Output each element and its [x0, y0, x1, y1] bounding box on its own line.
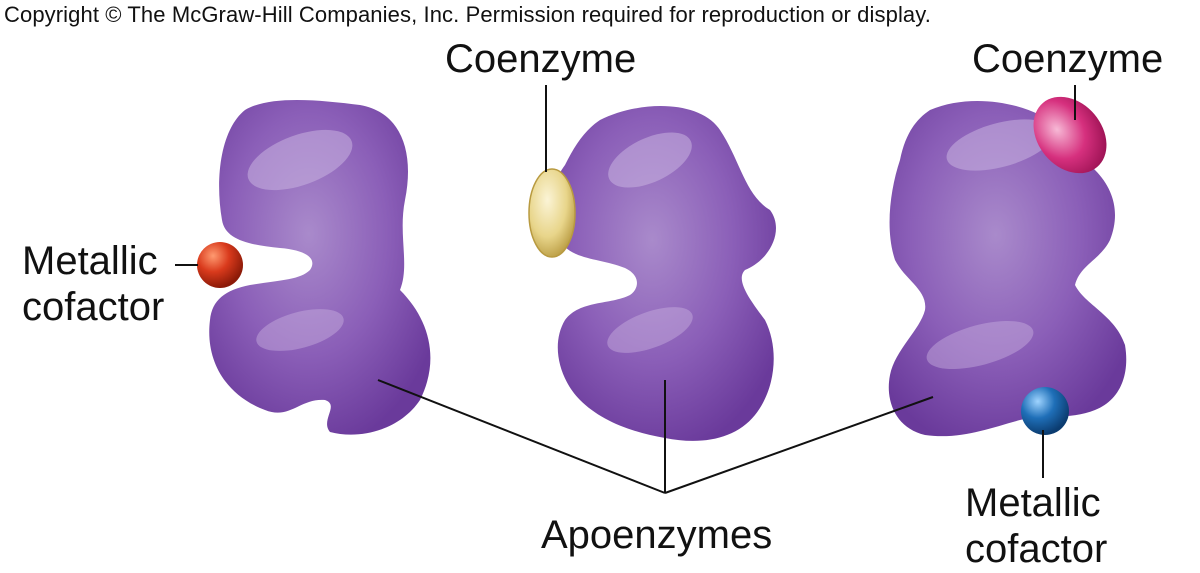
apoenzyme-middle — [550, 106, 776, 441]
label-coenzyme-right-text: Coenzyme — [972, 37, 1164, 81]
leader-apo-left — [377, 379, 666, 494]
metallic-cofactor-red — [197, 242, 243, 288]
leader-lines — [175, 85, 1076, 494]
label-metallic-left-line1: Metallic — [22, 239, 158, 283]
label-metallic-cofactor-right: Metallic cofactor — [965, 480, 1107, 572]
label-metallic-right-line1: Metallic — [965, 481, 1101, 525]
metallic-cofactor-blue — [1021, 387, 1069, 435]
label-coenzyme-right: Coenzyme — [972, 36, 1163, 82]
copyright-notice: Copyright © The McGraw-Hill Companies, I… — [4, 2, 931, 27]
label-metallic-left-line2: cofactor — [22, 285, 165, 329]
label-apoenzymes: Apoenzymes — [541, 512, 772, 558]
label-apoenzymes-text: Apoenzymes — [541, 513, 773, 557]
label-metallic-right-line2: cofactor — [965, 527, 1108, 571]
label-coenzyme-middle-text: Coenzyme — [445, 37, 637, 81]
apoenzyme-right — [888, 100, 1127, 437]
label-coenzyme-middle: Coenzyme — [445, 36, 636, 82]
label-metallic-cofactor-left: Metallic cofactor — [22, 238, 164, 330]
coenzyme-pink — [1033, 96, 1107, 174]
leader-apo-right — [664, 396, 934, 494]
coenzyme-yellow — [528, 168, 576, 258]
apoenzyme-left — [209, 100, 431, 435]
